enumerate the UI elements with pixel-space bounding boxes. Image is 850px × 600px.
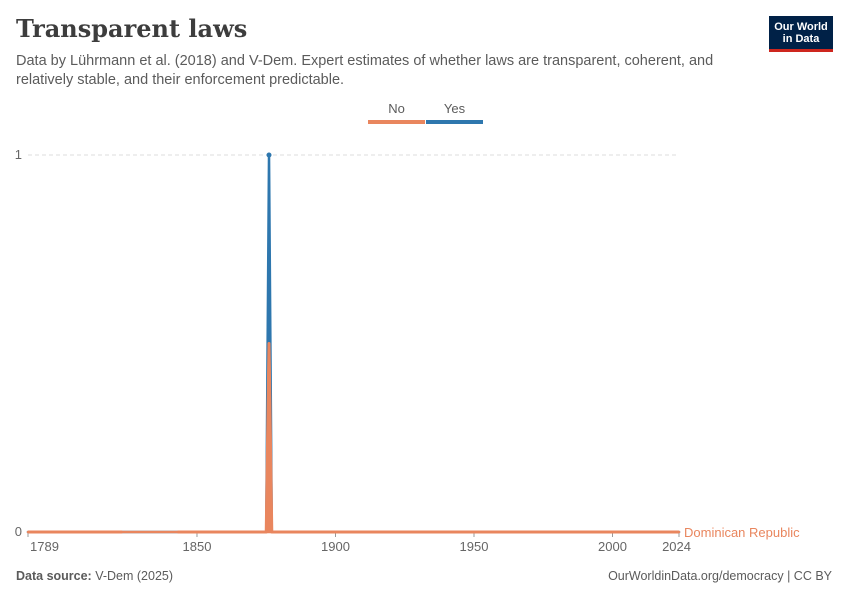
footer-link[interactable]: OurWorldinData.org/democracy | CC BY	[608, 569, 832, 583]
y-axis: 01	[15, 147, 22, 539]
x-axis: 1789 1850 1900 1950 2000 2024	[27, 532, 691, 554]
logo-line-1: Our World	[774, 20, 828, 33]
x-tick-label-1789: 1789	[30, 539, 59, 554]
logo-line-2: in Data	[782, 32, 820, 45]
legend-swatch-no[interactable]	[368, 120, 425, 124]
series-layer[interactable]	[26, 152, 681, 534]
series-area-no[interactable]	[26, 342, 681, 534]
y-tick-label-1: 1	[15, 147, 22, 162]
series-area-yes[interactable]	[26, 153, 681, 534]
entity-labels: Dominican Republic	[684, 525, 800, 540]
x-tick-label-1950: 1950	[460, 539, 489, 554]
entity-label: Dominican Republic	[684, 525, 800, 540]
x-tick-label-2024: 2024	[662, 539, 691, 554]
owid-logo[interactable]: Our World in Data	[769, 16, 833, 52]
data-source-value: V-Dem (2025)	[95, 569, 174, 583]
legend[interactable]: No Yes	[368, 101, 483, 124]
legend-label-yes[interactable]: Yes	[444, 101, 466, 116]
legend-swatch-yes[interactable]	[426, 120, 483, 124]
data-source: Data source: V-Dem (2025)	[16, 569, 173, 583]
data-source-label: Data source:	[16, 569, 92, 583]
x-tick-label-1900: 1900	[321, 539, 350, 554]
series-peak-point[interactable]	[266, 152, 272, 158]
chart-area[interactable]: No Yes 01 1789 1850 1900 1950 2000 2024 Domini…	[0, 95, 850, 560]
series-line-no-1[interactable]	[177, 342, 679, 534]
legend-label-no[interactable]: No	[388, 101, 405, 116]
x-tick-label-1850: 1850	[183, 539, 212, 554]
y-tick-label-0: 0	[15, 524, 22, 539]
x-tick-label-2000: 2000	[598, 539, 627, 554]
chart-title: Transparent laws	[16, 14, 248, 43]
chart-subtitle: Data by Lührmann et al. (2018) and V-Dem…	[16, 53, 714, 88]
